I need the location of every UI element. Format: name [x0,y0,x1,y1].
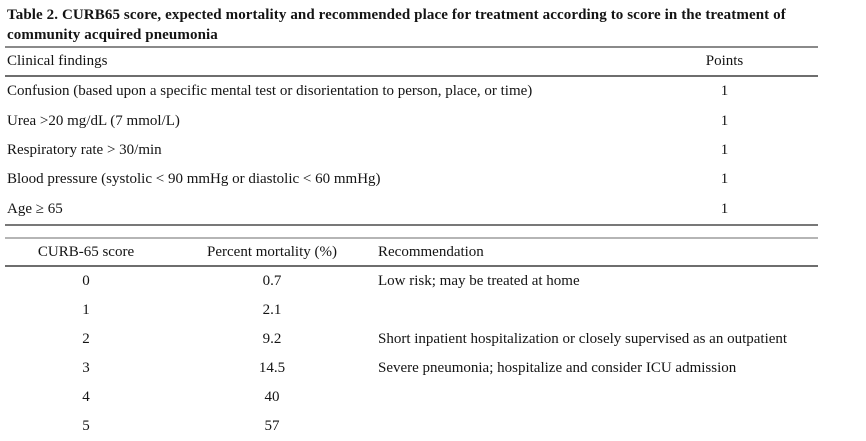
finding-cell: Blood pressure (systolic < 90 mmHg or di… [7,171,381,188]
table-row: 1 2.1 [5,296,818,325]
score-cell: 0 [82,273,90,289]
table-row: Respiratory rate > 30/min 1 [5,136,818,165]
score-cell: 3 [82,360,90,376]
table-row: 5 57 [5,412,818,441]
recommendation-cell: Severe pneumonia; hospitalize and consid… [378,360,737,376]
table-row: Confusion (based upon a specific mental … [5,76,818,106]
curb65-score-table-body: 0 0.7 Low risk; may be treated at home 1… [5,266,818,441]
table-row: 3 14.5 Severe pneumonia; hospitalize and… [5,354,818,383]
points-cell: 1 [720,112,729,129]
score-cell: 4 [82,389,90,405]
curb65-score-table-header: CURB-65 score Percent mortality (%) Reco… [5,238,818,267]
column-header-points: Points [631,47,818,77]
finding-cell: Age ≥ 65 [5,194,631,226]
score-cell: 5 [5,412,167,441]
score-cell: 1 [82,302,90,318]
clinical-findings-table-header: Clinical findings Points [5,47,818,77]
finding-cell: Confusion (based upon a specific mental … [7,83,533,100]
recommendation-cell [377,296,818,325]
finding-cell: Respiratory rate > 30/min [7,141,162,158]
mortality-cell: 40 [264,389,280,405]
clinical-findings-table-body: Confusion (based upon a specific mental … [5,76,818,226]
mortality-cell: 9.2 [262,331,282,347]
column-header-recommendation: Recommendation [377,238,818,267]
column-header-percent-mortality: Percent mortality (%) [167,238,377,267]
recommendation-cell: Low risk; may be treated at home [378,273,580,289]
curb65-score-table: CURB-65 score Percent mortality (%) Reco… [5,237,818,441]
column-header-curb65-score: CURB-65 score [5,238,167,267]
header-row: CURB-65 score Percent mortality (%) Reco… [5,238,818,267]
table-caption: Table 2. CURB65 score, expected mortalit… [7,7,786,43]
points-cell: 1 [631,194,818,226]
table-row: 2 9.2 Short inpatient hospitalization or… [5,325,818,354]
recommendation-cell: Short inpatient hospitalization or close… [378,331,788,347]
mortality-cell: 2.1 [262,302,282,318]
finding-cell: Urea >20 mg/dL (7 mmol/L) [7,112,180,129]
table-row: Age ≥ 65 1 [5,194,818,226]
points-cell: 1 [720,83,729,100]
recommendation-cell [377,383,818,412]
score-cell: 2 [82,331,90,347]
table-row: Blood pressure (systolic < 90 mmHg or di… [5,165,818,194]
header-row: Clinical findings Points [5,47,818,77]
table-row: 0 0.7 Low risk; may be treated at home [5,266,818,296]
points-cell: 1 [720,171,729,188]
table-row: Urea >20 mg/dL (7 mmol/L) 1 [5,106,818,135]
clinical-findings-table: Clinical findings Points Confusion (base… [5,46,818,226]
mortality-cell: 0.7 [262,273,282,289]
mortality-cell: 57 [167,412,377,441]
table-row: 4 40 [5,383,818,412]
points-cell: 1 [720,141,729,158]
column-header-clinical-findings: Clinical findings [5,47,631,77]
recommendation-cell [377,412,818,441]
mortality-cell: 14.5 [258,360,286,376]
